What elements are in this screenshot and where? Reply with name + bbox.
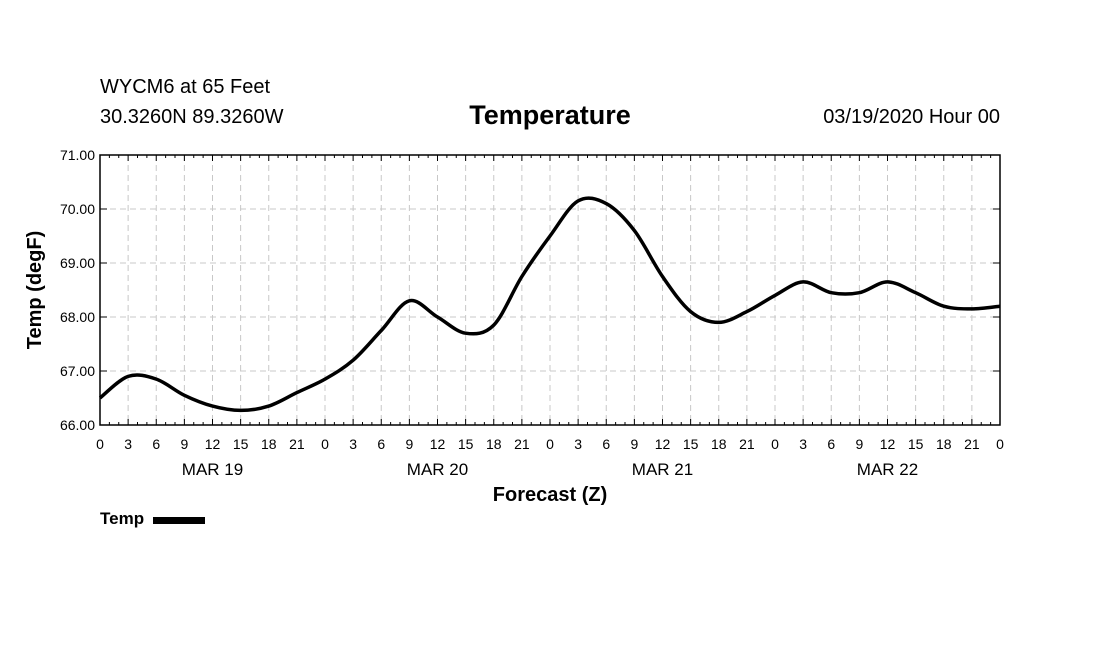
x-tick-label: 3 [124,436,132,452]
x-tick-label: 18 [936,436,952,452]
grid [100,155,1000,425]
x-tick-label: 15 [233,436,249,452]
x-tick-label: 9 [405,436,413,452]
legend-label: Temp [100,509,145,528]
x-tick-label: 9 [630,436,638,452]
y-tick-label: 68.00 [60,309,95,325]
x-tick-label: 0 [771,436,779,452]
day-label: MAR 20 [407,460,468,479]
x-tick-label: 6 [152,436,160,452]
legend-line-swatch [153,516,206,524]
x-tick-label: 6 [377,436,385,452]
x-tick-label: 21 [739,436,755,452]
day-label: MAR 22 [857,460,918,479]
plot-frame [99,154,1001,426]
x-tick-label: 12 [205,436,221,452]
x-tick-label: 12 [430,436,446,452]
legend: Temp [100,509,206,529]
day-label: MAR 19 [182,460,243,479]
x-tick-label: 18 [261,436,277,452]
coordinates-label: 30.3260N 89.3260W [100,106,284,128]
x-tick-label: 3 [349,436,357,452]
y-tick-label: 71.00 [60,147,95,163]
x-tick-label: 0 [996,436,1004,452]
station-label: WYCM6 at 65 Feet [100,76,271,98]
x-tick-label: 21 [514,436,530,452]
x-tick-label: 18 [486,436,502,452]
chart-title: Temperature [469,100,631,130]
x-tick-label: 21 [964,436,980,452]
run-time-label: 03/19/2020 Hour 00 [823,106,1000,128]
x-tick-label: 15 [683,436,699,452]
x-tick-label: 3 [574,436,582,452]
x-tick-label: 12 [655,436,671,452]
x-tick-label: 6 [602,436,610,452]
x-tick-label: 9 [180,436,188,452]
y-tick-labels: 66.00 67.00 68.00 69.00 70.00 71.00 [60,147,95,433]
day-label: MAR 21 [632,460,693,479]
x-tick-label: 15 [458,436,474,452]
y-tick-label: 70.00 [60,201,95,217]
series-layer [98,196,1001,413]
y-tick-label: 69.00 [60,255,95,271]
x-tick-label: 0 [546,436,554,452]
x-tick-label: 15 [908,436,924,452]
series-line-temp [98,196,1001,413]
x-tick-label: 12 [880,436,896,452]
x-axis-title: Forecast (Z) [493,484,607,506]
y-tick-label: 67.00 [60,363,95,379]
x-tick-label: 3 [799,436,807,452]
x-tick-label: 18 [711,436,727,452]
day-labels: MAR 19 MAR 20 MAR 21 MAR 22 [182,460,918,479]
x-tick-label: 21 [289,436,305,452]
y-tick-label: 66.00 [60,417,95,433]
x-tick-label: 6 [827,436,835,452]
y-axis-title: Temp (degF) [24,231,46,350]
x-tick-label: 0 [321,436,329,452]
x-tick-label: 0 [96,436,104,452]
x-tick-label: 9 [855,436,863,452]
x-tick-labels: 0 3 6 9 12 15 18 21 0 3 6 9 12 15 18 21 0 3 6 9 12 15 18 21 0 3 6 9… [96,436,1004,452]
